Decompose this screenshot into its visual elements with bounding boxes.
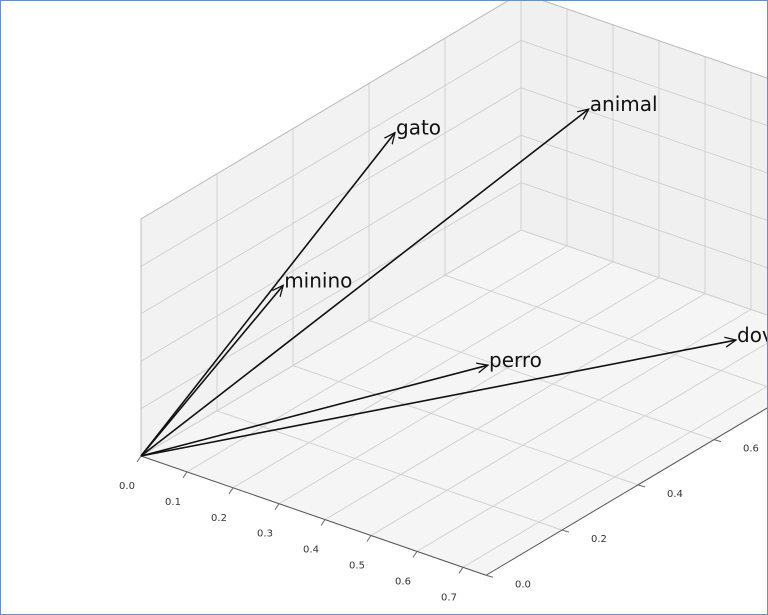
grid-line-left-z	[140, 134, 522, 362]
grid-line-floor-x	[324, 293, 706, 520]
grid-line-floor-y	[368, 319, 715, 441]
grid-line-back-z	[520, 134, 767, 221]
y-tick-label: 0.0	[515, 579, 531, 590]
x-tick-mark	[182, 471, 188, 479]
y-tick-label: 0.2	[591, 534, 607, 545]
x-tick-mark	[320, 519, 326, 526]
tick-labels: 0.00.10.20.30.40.50.60.70.00.20.40.60.81…	[119, 444, 759, 604]
grid-line-left-z	[140, 87, 522, 315]
vector-label-minino: minino	[284, 268, 352, 292]
y-tick-label: 0.4	[667, 489, 683, 500]
grid-line-back-z	[520, 87, 767, 174]
vector-arrows	[140, 109, 736, 457]
grid-line-floor-y	[444, 274, 767, 387]
axis-lines	[136, 1, 767, 578]
vector-labels: gato minino animal perro doverman	[284, 92, 767, 372]
vector-arrow-doverman	[140, 340, 736, 457]
x-tick-mark	[274, 503, 280, 510]
vector-arrow-gato	[140, 133, 395, 457]
x-tick-mark	[366, 535, 372, 542]
vector-arrow-minino	[140, 285, 283, 457]
x-tick-label: 0.6	[395, 576, 411, 587]
x-tick-label: 0.1	[165, 497, 181, 508]
x-axis-line	[140, 455, 487, 576]
pane-edge	[542, 1, 767, 79]
x-tick-label: 0.2	[211, 513, 227, 524]
vector-label-gato: gato	[396, 116, 441, 140]
x-tick-mark	[228, 487, 234, 495]
x-tick-label: 0.5	[349, 561, 365, 572]
x-tick-label: 0.0	[119, 481, 135, 492]
grid-line-back-z	[520, 39, 767, 126]
x-tick-mark	[136, 455, 142, 463]
grid-line-left-z	[140, 40, 522, 267]
grid-line-back-z	[520, 229, 767, 316]
grid-line-left-z	[140, 182, 522, 409]
floor-pane	[141, 230, 767, 576]
y-axis-line	[485, 407, 767, 576]
vector-arrow-perro	[140, 365, 488, 457]
grid-line-floor-x	[232, 261, 614, 489]
x-tick-mark	[458, 567, 464, 574]
x-tick-label: 0.3	[257, 529, 273, 540]
grid-line-back-z	[520, 182, 767, 269]
grid-line-floor-x	[278, 277, 660, 505]
y-tick-mark	[713, 439, 722, 443]
y-tick-mark	[637, 484, 646, 488]
vector-label-animal: animal	[590, 92, 658, 116]
y-tick-label: 0.6	[743, 444, 759, 455]
grid-line-floor-y	[292, 365, 639, 486]
x-tick-label: 0.7	[441, 592, 457, 603]
y-tick-mark	[561, 529, 570, 533]
grid-line-left-z	[140, 229, 522, 457]
y-tick-mark	[485, 574, 494, 578]
x-tick-label: 0.4	[303, 545, 319, 556]
grid-line-floor-x	[416, 342, 767, 552]
vector-label-perro: perro	[489, 348, 542, 372]
vector-arrow-animal	[140, 109, 589, 457]
pane-edge	[140, 1, 509, 220]
grid-line-floor-x	[462, 385, 767, 568]
vector-label-doverman: doverman	[737, 323, 767, 347]
back-pane	[521, 1, 767, 316]
grid-line-floor-x	[370, 309, 752, 536]
x-tick-mark	[412, 551, 418, 558]
